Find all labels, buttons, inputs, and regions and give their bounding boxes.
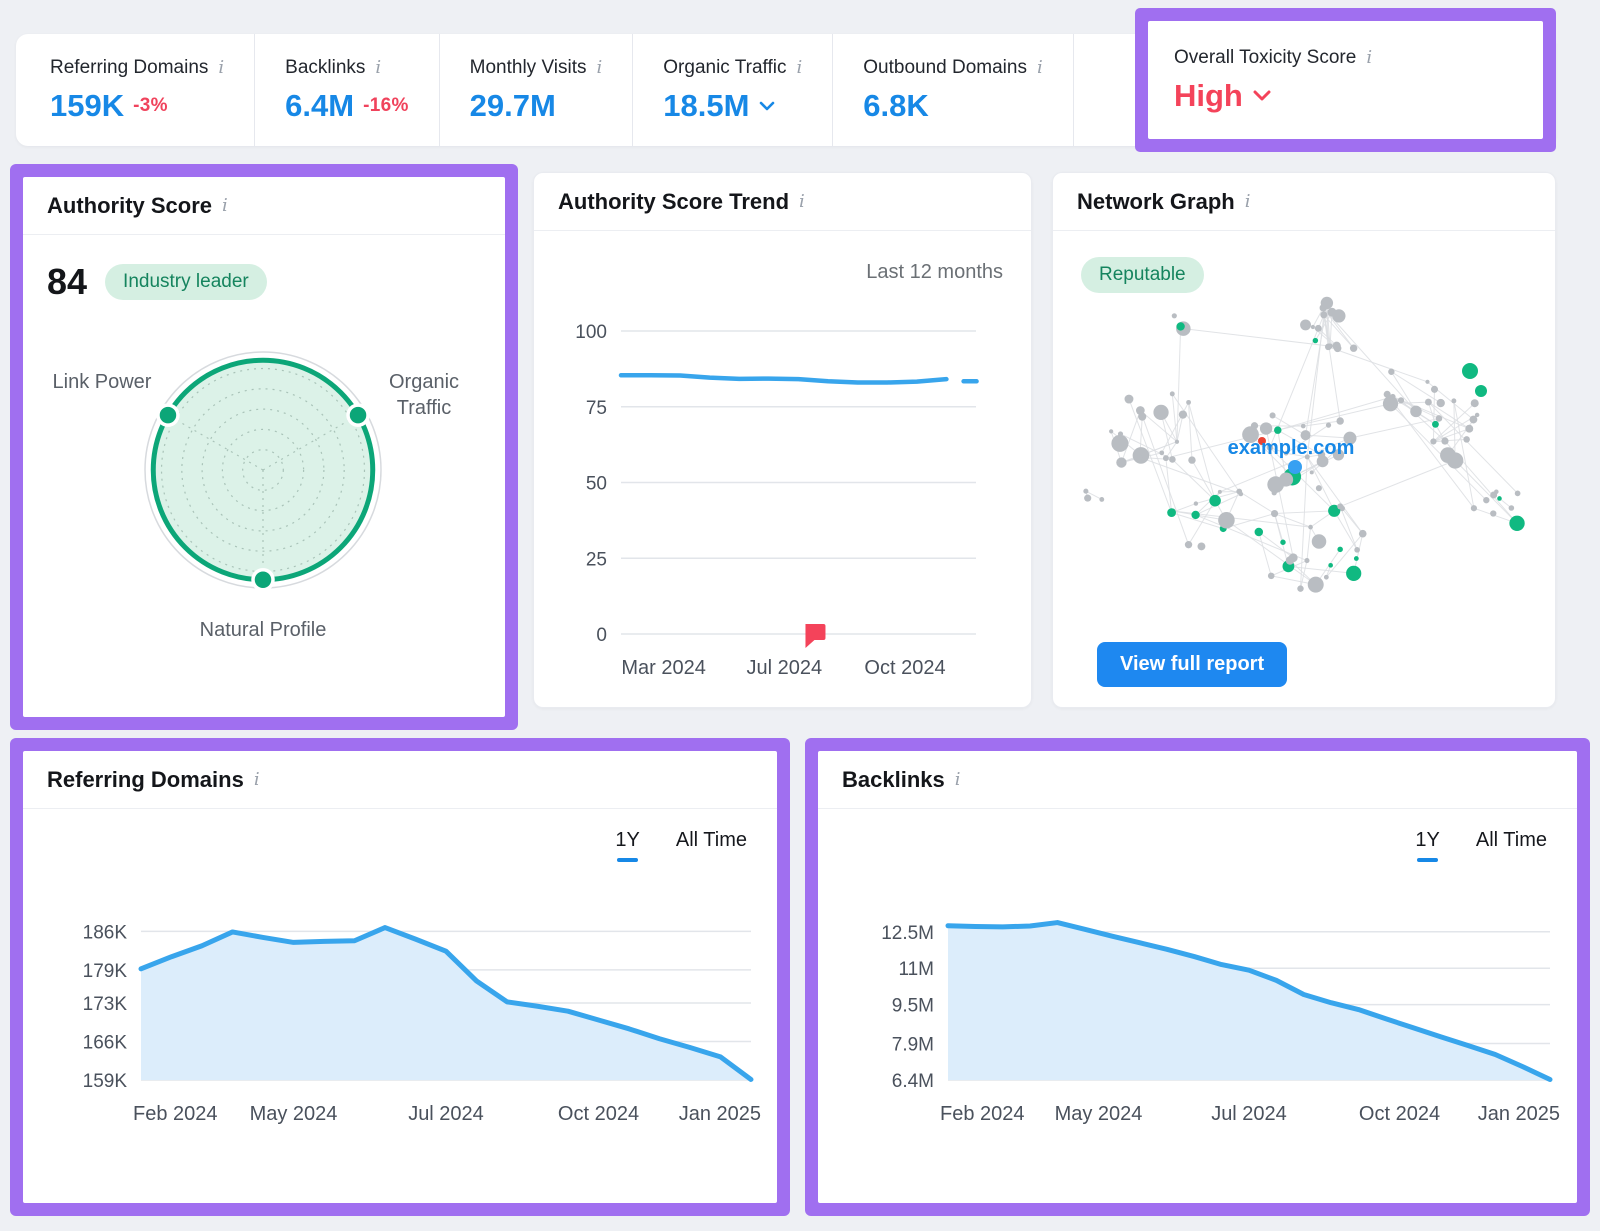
metric-label: Referring Domains [50, 56, 209, 78]
metric-label: Outbound Domains [863, 56, 1027, 78]
svg-text:179K: 179K [83, 961, 128, 982]
info-icon[interactable]: i [218, 56, 225, 78]
backlinks-card: Backlinks i 1Y All Time 12.5M 11M 9.5M 7.9M 6… [818, 751, 1577, 1203]
referring-domains-card: Referring Domains i 1Y All Time 186K 179K 1… [23, 751, 777, 1203]
info-icon[interactable]: i [375, 56, 382, 78]
svg-text:Jul 2024: Jul 2024 [1211, 1103, 1287, 1125]
metric-value: 6.4M [285, 87, 355, 123]
svg-text:Jul 2024: Jul 2024 [746, 657, 822, 679]
metric-delta: -3% [133, 94, 168, 116]
metric-item: Organic Traffic i 18.5M [633, 34, 834, 146]
svg-text:6.4M: 6.4M [892, 1071, 934, 1092]
authority-score-highlight-box: Authority Score i 84 Industry leader Link… [10, 164, 518, 730]
tab-1y[interactable]: 1Y [615, 829, 640, 862]
radar-axis-organic-traffic: Organic Traffic [388, 371, 460, 419]
network-graph-card: Network Graph i Reputable example.com Vie… [1052, 172, 1556, 708]
authority-score-card: Authority Score i 84 Industry leader Link… [23, 177, 505, 717]
toxicity-metric: Overall Toxicity Score i High [1148, 21, 1543, 139]
radar-axis-natural-profile: Natural Profile [199, 619, 327, 641]
metric-item: Referring Domains i 159K -3% [20, 34, 256, 146]
svg-text:Oct 2024: Oct 2024 [1359, 1103, 1440, 1125]
card-title: Backlinks [842, 766, 945, 792]
backlinks-chart: 12.5M 11M 9.5M 7.9M 6.4M Feb 2024 May 2024 Jul … [881, 920, 1560, 1125]
time-range-tabs: 1Y All Time [615, 829, 747, 862]
view-full-report-button[interactable]: View full report [1097, 642, 1288, 687]
metric-label: Backlinks [285, 56, 366, 78]
metric-item: Backlinks i 6.4M -16% [255, 34, 440, 146]
svg-text:Feb 2024: Feb 2024 [940, 1103, 1025, 1125]
metrics-row: Referring Domains i 159K -3% Backlinks i 6… [16, 34, 1556, 146]
center-domain-label: example.com [1227, 437, 1355, 459]
reputable-badge: Reputable [1081, 257, 1204, 293]
svg-text:0: 0 [596, 625, 607, 646]
toxicity-label: Overall Toxicity Score [1174, 46, 1357, 68]
card-title: Referring Domains [47, 766, 244, 792]
card-title: Authority Score [47, 192, 213, 218]
metric-value: 18.5M [663, 87, 750, 123]
card-title: Network Graph [1077, 188, 1235, 214]
svg-text:Mar 2024: Mar 2024 [621, 657, 706, 679]
metric-item: Monthly Visits i 29.7M [440, 34, 634, 146]
info-icon[interactable]: i [596, 56, 603, 78]
svg-text:Feb 2024: Feb 2024 [133, 1103, 218, 1125]
metric-value: 29.7M [469, 87, 556, 123]
svg-text:May 2024: May 2024 [250, 1103, 338, 1125]
industry-leader-badge: Industry leader [105, 264, 267, 300]
svg-text:12.5M: 12.5M [881, 923, 934, 944]
authority-score-value: 84 [47, 261, 88, 302]
tab-all-time[interactable]: All Time [675, 829, 747, 851]
authority-trend-chart: 100 75 50 25 0 Mar 2024 Jul 2024 Oct 2024 [575, 322, 979, 679]
toxicity-value: High [1174, 77, 1243, 113]
range-label: Last 12 months [866, 261, 1003, 283]
svg-text:173K: 173K [83, 994, 128, 1015]
metric-label: Organic Traffic [663, 56, 787, 78]
svg-text:Jan 2025: Jan 2025 [1478, 1103, 1560, 1125]
metric-value: 159K [50, 87, 125, 123]
top-metrics-bar: Referring Domains i 159K -3% Backlinks i 6… [16, 8, 1556, 152]
svg-text:Jul 2024: Jul 2024 [408, 1103, 484, 1125]
metric-value: 6.8K [863, 87, 929, 123]
metric-delta: -16% [363, 94, 409, 116]
info-icon[interactable]: i [796, 56, 803, 78]
svg-text:Jan 2025: Jan 2025 [679, 1103, 761, 1125]
time-range-tabs: 1Y All Time [1415, 829, 1547, 862]
svg-text:25: 25 [586, 549, 607, 570]
svg-text:166K: 166K [83, 1032, 128, 1053]
info-icon[interactable]: i [1036, 56, 1043, 78]
svg-text:May 2024: May 2024 [1055, 1103, 1143, 1125]
info-icon[interactable]: i [222, 195, 228, 216]
backlinks-highlight-box: Backlinks i 1Y All Time 12.5M 11M 9.5M 7.9M 6… [805, 738, 1590, 1216]
svg-text:186K: 186K [83, 922, 128, 943]
referring-domains-highlight-box: Referring Domains i 1Y All Time 186K 179K 1… [10, 738, 790, 1216]
metric-label: Monthly Visits [469, 56, 587, 78]
svg-text:75: 75 [586, 398, 607, 419]
info-icon[interactable]: i [253, 769, 260, 790]
svg-text:Oct 2024: Oct 2024 [558, 1103, 639, 1125]
authority-score-trend-card: Authority Score Trend i Last 12 months 10… [533, 172, 1032, 708]
svg-text:11M: 11M [898, 959, 934, 980]
authority-radar-chart [144, 351, 382, 592]
chevron-down-icon[interactable] [758, 100, 776, 112]
svg-text:9.5M: 9.5M [892, 996, 934, 1017]
info-icon[interactable]: i [1366, 46, 1373, 68]
svg-text:7.9M: 7.9M [892, 1035, 934, 1056]
chevron-down-icon[interactable] [1252, 89, 1272, 102]
network-graph [1083, 296, 1525, 593]
info-icon[interactable]: i [799, 191, 805, 212]
svg-text:Oct 2024: Oct 2024 [864, 657, 945, 679]
info-icon[interactable]: i [1244, 191, 1251, 212]
radar-axis-link-power: Link Power [52, 371, 152, 393]
svg-text:50: 50 [586, 474, 607, 495]
svg-text:159K: 159K [83, 1071, 128, 1092]
toxicity-highlight-box: Overall Toxicity Score i High [1135, 8, 1556, 152]
metric-item: Outbound Domains i 6.8K [833, 34, 1074, 146]
tab-1y[interactable]: 1Y [1415, 829, 1440, 862]
info-icon[interactable]: i [954, 769, 961, 790]
svg-text:100: 100 [575, 322, 607, 343]
tab-all-time[interactable]: All Time [1475, 829, 1547, 851]
card-title: Authority Score Trend [558, 188, 790, 214]
